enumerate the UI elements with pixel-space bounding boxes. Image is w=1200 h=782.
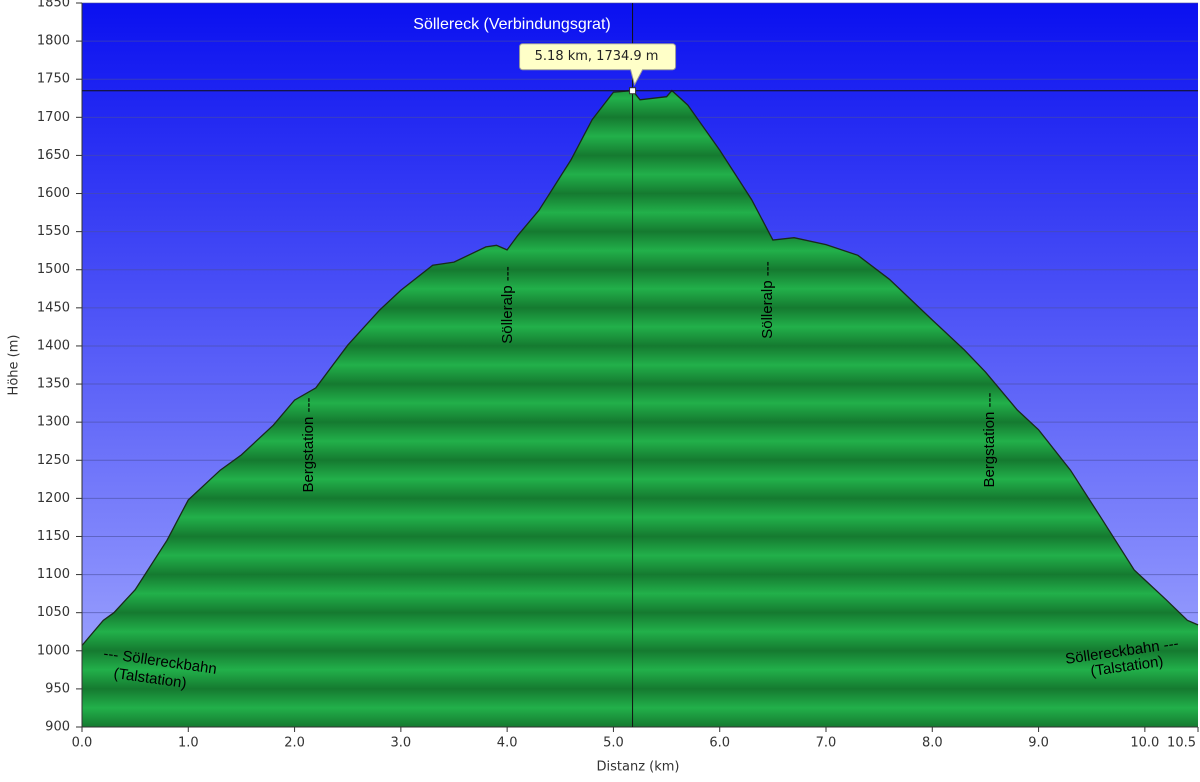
x-tick-label: 2.0: [284, 736, 305, 751]
y-tick-label: 1000: [37, 643, 70, 658]
x-tick-label: 1.0: [178, 736, 199, 751]
x-tick-label: 3.0: [391, 736, 412, 751]
y-tick-label: 1700: [37, 110, 70, 125]
y-tick-label: 1300: [37, 415, 70, 430]
y-tick-label: 1450: [37, 300, 70, 315]
y-tick-label: 1400: [37, 338, 70, 353]
x-tick-label: 0.0: [72, 736, 93, 751]
y-tick-label: 1750: [37, 72, 70, 87]
annotation: Bergstation ---: [300, 397, 317, 492]
y-tick-label: 1150: [37, 529, 70, 544]
chart-title: Söllereck (Verbindungsgrat): [413, 16, 610, 33]
y-tick-label: 1500: [37, 262, 70, 277]
y-tick-label: 1050: [37, 605, 70, 620]
x-axis-label: Distanz (km): [597, 760, 680, 775]
y-axis-label: Höhe (m): [7, 335, 22, 396]
annotation: Sölleralp ---: [759, 261, 776, 339]
x-tick-label: 9.0: [1028, 736, 1049, 751]
profile-line: [81, 89, 1199, 646]
y-tick-label: 1250: [37, 453, 70, 468]
x-tick-label: 10.5: [1167, 736, 1196, 751]
y-tick-label: 1350: [37, 377, 70, 392]
annotation: Sölleralp ---: [499, 266, 516, 344]
x-tick-label: 4.0: [497, 736, 518, 751]
area-fill: [82, 90, 1198, 728]
x-tick-label: 10.0: [1130, 736, 1159, 751]
y-tick-label: 1550: [37, 224, 70, 239]
y-tick-label: 950: [45, 681, 70, 696]
annotation: Bergstation ---: [981, 392, 998, 487]
cursor-point: [629, 87, 637, 95]
y-tick-label: 1800: [37, 34, 70, 49]
y-tick-label: 1850: [37, 0, 70, 11]
x-tick-label: 5.0: [603, 736, 624, 751]
x-tick-label: 6.0: [709, 736, 730, 751]
y-tick-label: 1100: [37, 567, 70, 582]
tooltip-text: 5.18 km, 1734.9 m: [535, 49, 659, 64]
x-tick-label: 8.0: [922, 736, 943, 751]
y-tick-label: 1600: [37, 186, 70, 201]
y-tick-label: 1200: [37, 491, 70, 506]
x-tick-label: 7.0: [816, 736, 837, 751]
tooltip-box: [519, 43, 677, 87]
y-tick-label: 900: [45, 720, 70, 735]
y-tick-label: 1650: [37, 148, 70, 163]
